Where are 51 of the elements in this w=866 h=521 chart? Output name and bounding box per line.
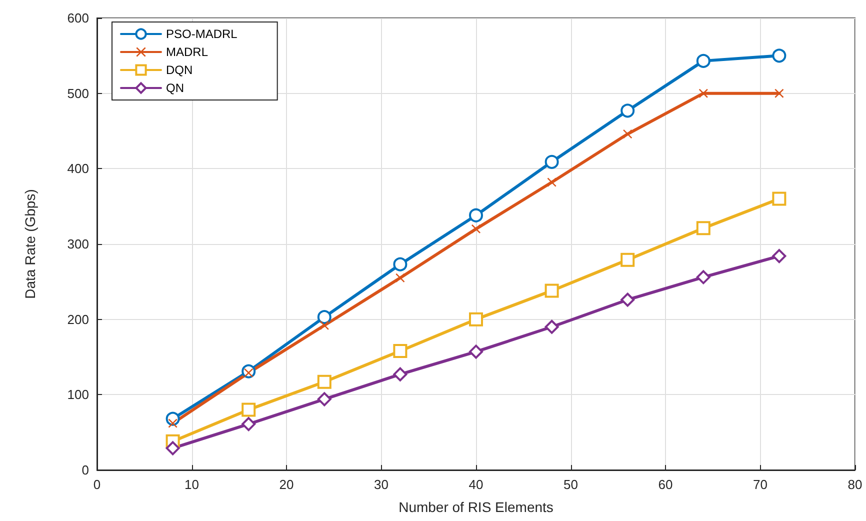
legend-label: PSO-MADRL [166, 27, 238, 41]
point [774, 88, 784, 98]
point [544, 154, 559, 169]
point [396, 273, 405, 282]
point [320, 320, 329, 330]
point [544, 284, 559, 298]
point [393, 344, 408, 358]
point [620, 292, 635, 307]
legend-label: MADRL [166, 45, 208, 59]
point [544, 320, 559, 334]
x-tick-label: 10 [184, 477, 199, 492]
point [620, 252, 635, 267]
point [166, 441, 180, 456]
point [317, 310, 332, 324]
x-tick-label: 0 [93, 477, 101, 492]
point [696, 54, 710, 68]
point [469, 344, 483, 359]
y-axis-title: Data Rate (Gbps) [22, 189, 38, 299]
y-tick-label: 400 [67, 161, 89, 176]
x-axis-title: Number of RIS Elements [398, 499, 554, 515]
point [317, 374, 332, 389]
point [696, 221, 710, 236]
point [242, 402, 256, 417]
y-tick-label: 100 [67, 387, 89, 402]
point [772, 249, 786, 264]
x-tick-label: 80 [848, 477, 862, 492]
point [393, 257, 408, 272]
point [469, 208, 483, 222]
point [317, 392, 332, 406]
y-tick-label: 600 [67, 10, 89, 26]
point [620, 104, 635, 118]
point [469, 312, 483, 326]
x-tick-label: 20 [279, 477, 294, 492]
y-tick-label: 500 [67, 86, 89, 101]
point [623, 130, 632, 139]
point [772, 192, 786, 206]
y-tick-label: 300 [67, 236, 89, 252]
point [393, 367, 408, 382]
y-tick-label: 200 [67, 312, 89, 327]
x-tick-label: 50 [564, 477, 578, 492]
point [772, 48, 786, 63]
x-tick-label: 60 [658, 477, 673, 492]
point [698, 88, 708, 98]
x-tick-label: 70 [753, 477, 768, 492]
point [696, 270, 710, 284]
legend-label: QN [166, 81, 184, 95]
x-tick-label: 40 [468, 477, 484, 492]
y-tick-label: 0 [82, 462, 89, 478]
x-tick-label: 30 [374, 477, 388, 492]
point [242, 417, 256, 432]
legend-label: DQN [166, 63, 193, 77]
